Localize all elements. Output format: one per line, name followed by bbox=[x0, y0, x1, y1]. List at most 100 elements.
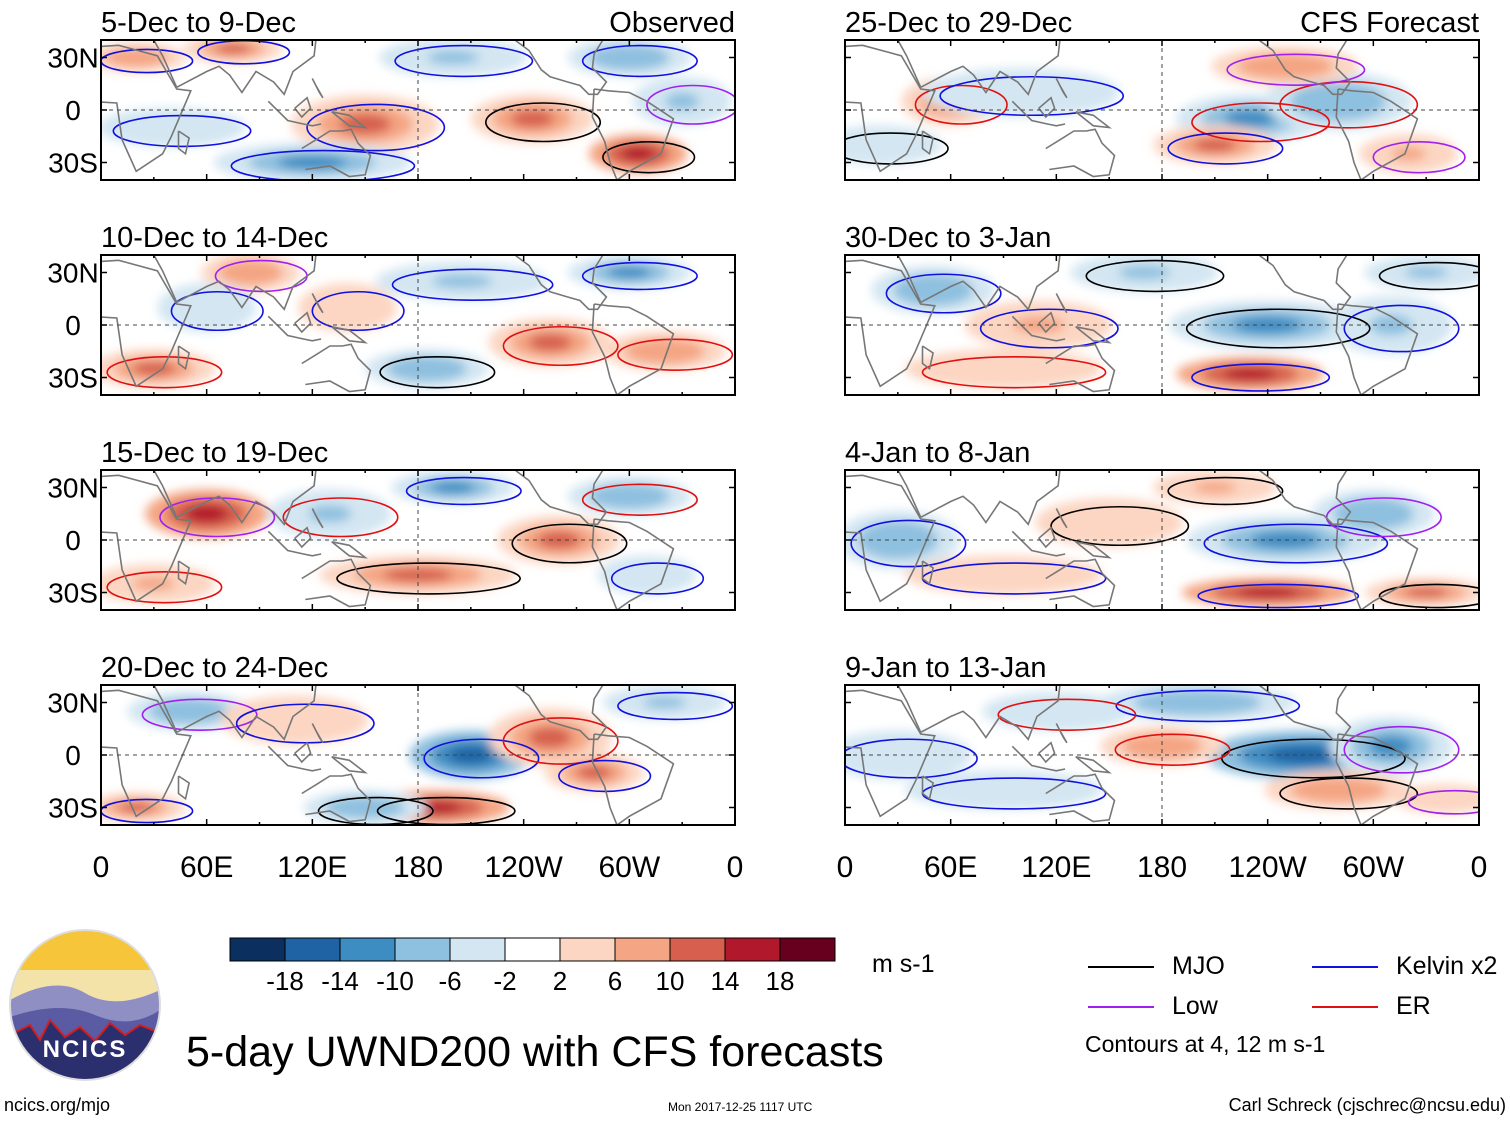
source-url[interactable]: ncics.org/mjo bbox=[4, 1095, 111, 1115]
anomaly-blob bbox=[132, 361, 176, 376]
contour-line bbox=[581, 483, 698, 516]
anomaly-blob bbox=[1083, 513, 1136, 532]
coastline bbox=[591, 733, 675, 825]
coastline bbox=[921, 345, 935, 371]
coastline bbox=[896, 685, 1061, 741]
legend-line-swatch bbox=[1088, 1006, 1154, 1008]
coastline bbox=[1055, 78, 1068, 99]
panel-period: 15-Dec to 19-Dec bbox=[101, 437, 328, 469]
anomaly-blob bbox=[1259, 59, 1312, 74]
colorbar-tick-label: 6 bbox=[608, 966, 622, 996]
contour-line bbox=[502, 325, 619, 367]
author-credit: Carl Schreck (cjschrec@ncsu.edu) bbox=[1228, 1095, 1506, 1115]
lon-tick-label: 0 bbox=[727, 851, 744, 884]
anomaly-blob bbox=[1224, 110, 1276, 128]
anomaly-blob bbox=[642, 344, 687, 359]
anomaly-blob bbox=[431, 274, 493, 289]
contour-line bbox=[617, 691, 734, 721]
contour-line bbox=[1167, 476, 1284, 506]
contour-line bbox=[230, 149, 416, 180]
coastline bbox=[294, 526, 312, 549]
lat-tick-label: 30S bbox=[48, 793, 98, 824]
anomaly-blob bbox=[642, 696, 687, 709]
contour-line bbox=[106, 571, 223, 604]
timestamp: Mon 2017-12-25 1117 UTC bbox=[668, 1100, 813, 1114]
anomaly-blob bbox=[431, 481, 475, 494]
coastline bbox=[294, 96, 312, 119]
contour-line bbox=[159, 497, 276, 538]
lon-tick-label: 120E bbox=[277, 851, 347, 884]
contour-line bbox=[1221, 738, 1406, 779]
anomaly-blob bbox=[167, 704, 211, 719]
wind-field bbox=[845, 255, 1479, 395]
coastline bbox=[1045, 343, 1116, 393]
lat-tick-label: 0 bbox=[65, 95, 81, 126]
coastline bbox=[896, 255, 1061, 311]
lon-tick-label: 180 bbox=[1137, 851, 1187, 884]
anomaly-blob bbox=[330, 298, 365, 317]
contour-line bbox=[1407, 789, 1479, 815]
coastline bbox=[514, 685, 608, 741]
anomaly-blob bbox=[968, 568, 1039, 582]
colorbar-swatch bbox=[449, 937, 506, 962]
contour-line bbox=[391, 268, 554, 301]
lat-tick-label: 30S bbox=[48, 578, 98, 609]
coastline bbox=[301, 773, 372, 823]
coastline bbox=[1075, 326, 1112, 344]
coastline bbox=[177, 130, 191, 156]
lon-tick-label: 0 bbox=[837, 851, 854, 884]
panel-period: 25-Dec to 29-Dec bbox=[845, 7, 1072, 39]
legend-label: MJO bbox=[1172, 952, 1225, 980]
panel-6: 4-Jan to 8-Jan bbox=[844, 437, 1480, 611]
anomaly-blob bbox=[911, 281, 955, 299]
contour-line bbox=[979, 308, 1119, 349]
contour-line bbox=[106, 356, 223, 389]
coastline bbox=[921, 130, 935, 156]
coastline bbox=[845, 689, 936, 818]
lat-tick-label: 30S bbox=[48, 363, 98, 394]
coastline bbox=[845, 44, 936, 173]
anomaly-blob bbox=[132, 576, 176, 591]
anomaly-blob bbox=[858, 138, 902, 152]
contour-line bbox=[1114, 733, 1231, 766]
lat-tick-label: 30S bbox=[48, 148, 98, 179]
coastline bbox=[177, 560, 191, 586]
colorbar-swatch bbox=[504, 937, 561, 962]
anomaly-blob bbox=[189, 298, 224, 317]
contour-line bbox=[845, 738, 978, 779]
wind-field bbox=[101, 255, 735, 395]
panel-period: 4-Jan to 8-Jan bbox=[845, 437, 1030, 469]
contour-line bbox=[1050, 505, 1190, 547]
anomaly-blob bbox=[308, 505, 352, 523]
contour-line bbox=[170, 290, 264, 332]
contour-line bbox=[1279, 80, 1419, 129]
legend-line-swatch bbox=[1312, 966, 1378, 968]
colorbar-swatch bbox=[724, 937, 781, 962]
panel-period: 5-Dec to 9-Dec bbox=[101, 7, 296, 39]
lat-tick-label: 30N bbox=[47, 688, 98, 719]
anomaly-blob bbox=[118, 52, 154, 63]
anomaly-blob bbox=[1140, 739, 1184, 754]
coastline bbox=[311, 723, 324, 744]
coastline bbox=[1335, 733, 1419, 825]
coastline bbox=[152, 40, 317, 96]
anomaly-blob bbox=[1426, 793, 1462, 804]
wind-field bbox=[101, 685, 735, 825]
lon-tick-label: 60E bbox=[924, 851, 977, 884]
legend-line-swatch bbox=[1088, 966, 1154, 968]
contour-line bbox=[282, 497, 399, 538]
panel-source: Observed bbox=[609, 7, 735, 39]
contour-line bbox=[850, 519, 967, 568]
coastline bbox=[301, 343, 372, 393]
panel-source: CFS Forecast bbox=[1300, 7, 1479, 39]
anomaly-blob bbox=[145, 120, 198, 135]
lon-tick-label: 60E bbox=[180, 851, 233, 884]
contour-line bbox=[502, 717, 619, 765]
colorbar-tick-label: 18 bbox=[766, 966, 795, 996]
logo-text: NCICS bbox=[43, 1036, 128, 1063]
contour-line bbox=[485, 102, 602, 143]
wind-field bbox=[845, 685, 1479, 825]
contour-line bbox=[939, 75, 1125, 117]
contour-line bbox=[581, 261, 698, 291]
anomaly-blob bbox=[185, 505, 229, 523]
